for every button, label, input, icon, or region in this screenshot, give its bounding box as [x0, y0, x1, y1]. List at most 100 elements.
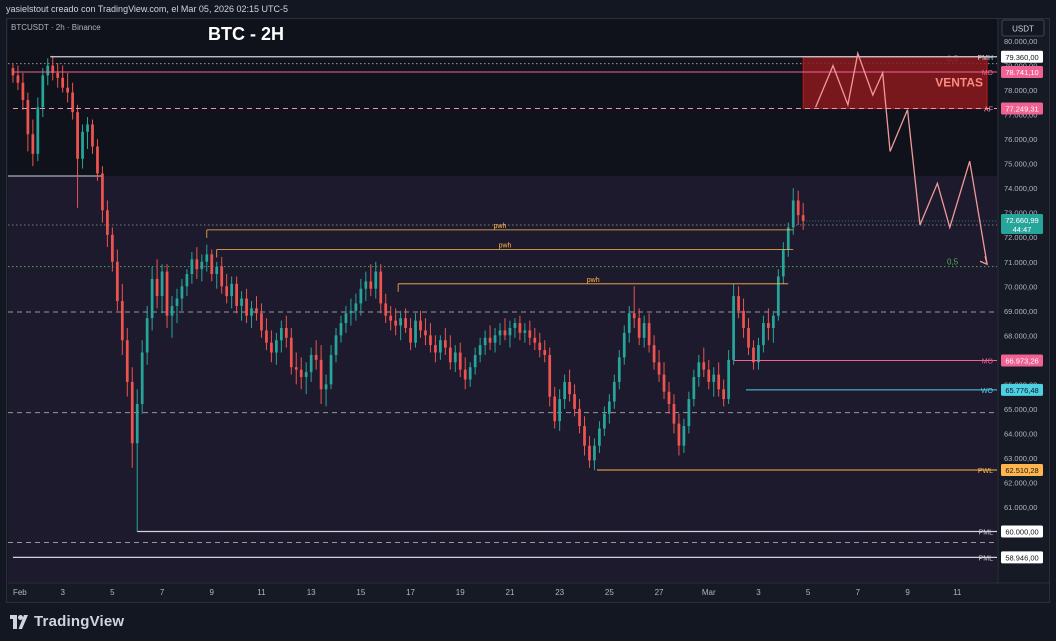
candle-body — [473, 354, 477, 368]
candle-body — [255, 308, 258, 314]
level-price-text: 78.741,10 — [1005, 68, 1038, 77]
candle-body — [210, 254, 214, 275]
candle-body — [627, 313, 631, 333]
price-tick-label: 61.000,00 — [1004, 503, 1037, 512]
candle-body — [757, 345, 760, 363]
price-chart[interactable]: 0,50,5 VENTAS pwhpwhpwhPMHMOAFMOWOPWLPML… — [0, 0, 1056, 603]
candle-body — [647, 323, 651, 346]
candle-body — [165, 271, 169, 316]
candle-body — [637, 318, 641, 338]
currency-label[interactable]: USDT — [1012, 25, 1034, 34]
candle-body — [394, 320, 398, 326]
ventas-zone: VENTAS — [802, 56, 988, 110]
candle-body — [717, 374, 721, 390]
price-tick-label: 78.000,00 — [1004, 86, 1037, 95]
candle-body — [369, 281, 373, 289]
candle-body — [767, 323, 770, 328]
time-tick-label: Mar — [702, 588, 716, 597]
time-tick-label: 15 — [356, 588, 365, 597]
price-tick-label: 73.000,00 — [1004, 209, 1037, 218]
candle-body — [359, 288, 363, 304]
time-tick-label: 9 — [905, 588, 910, 597]
candle-body — [304, 372, 308, 378]
candle-body — [607, 401, 611, 414]
time-axis[interactable]: Feb 3 5 7 9 11 13 15 17 19 21 23 25 27 Mar 3 5 7 9 11 — [8, 582, 1049, 597]
candle-body — [622, 332, 626, 358]
candle-body — [265, 330, 268, 343]
candle-body — [791, 200, 795, 228]
candle-body — [389, 315, 393, 321]
candle-body — [747, 327, 750, 348]
price-axis[interactable]: 80.000,0079.000,0078.000,0077.000,0076.0… — [997, 19, 1043, 583]
level-name: AF — [984, 107, 993, 114]
tradingview-logo[interactable]: TradingView — [10, 613, 124, 630]
time-tick-label: 5 — [806, 588, 811, 597]
candle-body — [762, 323, 765, 346]
candle-body — [508, 327, 512, 336]
time-tick-label: 7 — [160, 588, 165, 597]
candle-body — [598, 428, 601, 446]
candle-body — [752, 347, 755, 363]
candle-body — [409, 327, 412, 343]
time-tick-label: 3 — [60, 588, 65, 597]
candle-body — [478, 345, 482, 355]
ventas-label: VENTAS — [935, 76, 983, 90]
candle-body — [140, 352, 144, 404]
candle-body — [314, 354, 318, 360]
candle-body — [190, 259, 194, 275]
footer: TradingView — [0, 603, 1056, 641]
candle-body — [319, 359, 323, 390]
projection-arrowhead — [979, 256, 989, 266]
level-price-tag — [1001, 50, 1043, 63]
candle-body — [250, 308, 253, 316]
candle-body — [687, 399, 691, 427]
candle-body — [523, 330, 527, 333]
level-price-tag — [1001, 383, 1043, 396]
candle-body — [801, 215, 805, 222]
candle-body — [553, 396, 557, 422]
price-tick-label: 64.000,00 — [1004, 429, 1037, 438]
level-price-tag — [1001, 463, 1043, 476]
candle-body — [91, 124, 94, 147]
candle-body — [583, 426, 586, 446]
candle-body — [130, 381, 134, 444]
projection-path — [815, 50, 989, 266]
candle-body — [51, 65, 55, 73]
candle-body — [662, 374, 666, 392]
candle-body — [424, 330, 427, 336]
level-name: MO — [982, 70, 994, 77]
candle-body — [652, 345, 656, 363]
level-price-tag — [1001, 102, 1043, 115]
candle-body — [230, 283, 234, 297]
level-name: PML — [979, 530, 994, 537]
candle-body — [702, 362, 706, 370]
candle-body — [503, 330, 507, 336]
price-tick-label: 72.000,00 — [1004, 233, 1037, 242]
candle-body — [379, 271, 383, 304]
candle-body — [578, 408, 581, 427]
level-price-tag — [1001, 525, 1043, 538]
candle-body — [344, 313, 348, 324]
level-price-text: 66.973,26 — [1005, 357, 1038, 366]
time-tick-label: 23 — [555, 588, 564, 597]
candle-body — [771, 315, 775, 328]
time-tick-label: 7 — [856, 588, 861, 597]
candle-body — [26, 99, 30, 135]
currency-box[interactable] — [1001, 19, 1045, 37]
candle-body — [612, 381, 616, 402]
candle-body — [498, 330, 502, 336]
level-price-text: 77.249,31 — [1005, 105, 1038, 114]
candle-body — [145, 318, 149, 353]
tradingview-logo-text: TradingView — [34, 613, 125, 630]
price-tick-label: 63.000,00 — [1004, 454, 1037, 463]
candle-body — [46, 65, 50, 76]
candle-body — [349, 310, 353, 314]
candle-body — [493, 335, 497, 343]
candle-body — [115, 261, 119, 301]
candle-body — [742, 310, 745, 328]
candle-body — [289, 337, 293, 368]
candle-body — [796, 200, 800, 216]
level-price-tag — [1001, 65, 1043, 78]
candle-body — [727, 359, 730, 400]
time-tick-label: Feb — [13, 588, 27, 597]
